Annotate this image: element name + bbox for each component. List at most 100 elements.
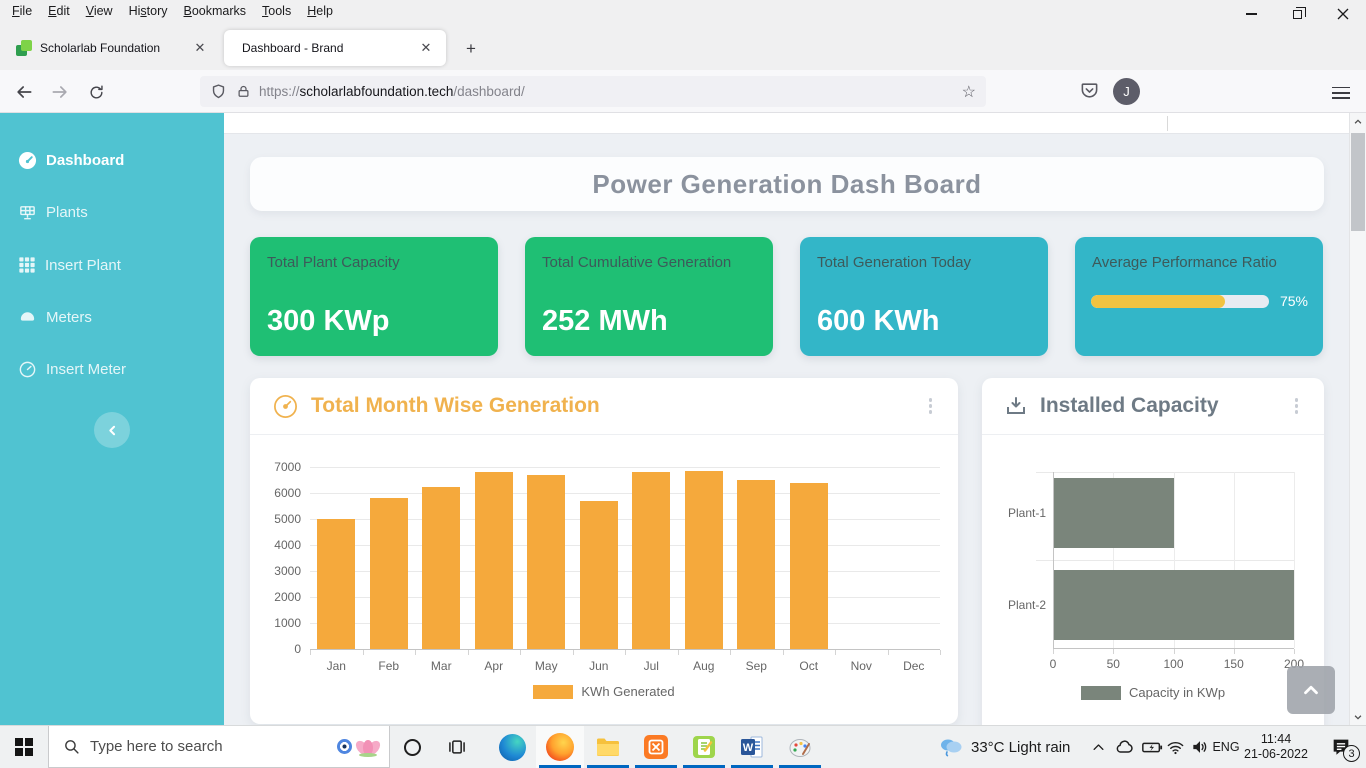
battery-charging-icon [1141,742,1162,753]
x-axis-tick-label: Jul [643,659,659,673]
menu-edit[interactable]: Edit [48,4,70,18]
x-axis-tick-label: Jan [326,659,346,673]
sidebar-collapse-button[interactable] [94,412,130,448]
x-axis-tick-label: Apr [484,659,504,673]
navigation-toolbar: https://scholarlabfoundation.tech/dashbo… [0,70,1366,113]
forward-button[interactable] [44,76,76,108]
menu-tools[interactable]: Tools [262,4,292,18]
scrollbar-down-arrow[interactable] [1350,708,1366,725]
category-label: Plant-2 [1007,598,1046,612]
stat-card-total-generation-today: Total Generation Today 600 KWh [800,237,1048,356]
tab-close-icon[interactable]: ✕ [194,40,206,55]
taskbar-search-box[interactable]: Type here to search [48,726,390,768]
wifi-tray-icon[interactable] [1164,726,1187,768]
y-axis-tick-label: 3000 [274,564,301,578]
speaker-icon [1192,741,1206,753]
weather-widget[interactable]: 33°C Light rain [938,726,1080,768]
meter-icon [20,311,35,321]
sidebar-item-insert-meter[interactable]: Insert Meter [18,357,126,381]
reload-button[interactable] [80,76,112,108]
sidebar-item-meters[interactable]: Meters [18,305,92,329]
sidebar-item-dashboard[interactable]: Dashboard [18,148,124,172]
chart-bar [1054,478,1174,548]
tab-close-icon[interactable]: ✕ [420,40,432,55]
x-axis-tick [1233,649,1235,654]
taskbar-app-edge[interactable] [488,726,536,768]
sidebar-item-insert-plant[interactable]: Insert Plant [18,253,121,277]
search-icon [65,740,79,754]
language-indicator[interactable]: ENG [1212,740,1240,754]
page-title-card: Power Generation Dash Board [250,157,1324,211]
back-button[interactable] [8,76,40,108]
new-tab-button[interactable]: + [466,39,476,58]
tab-bar: Scholarlab Foundation ✕ Dashboard - Bran… [0,22,1366,70]
clock-widget[interactable]: 11:44 21-06-2022 [1238,726,1314,768]
taskbar-app-explorer[interactable] [584,726,632,768]
wifi-icon [1167,741,1184,754]
xampp-icon [644,735,668,759]
stat-value: 600 KWh [817,305,940,337]
tab-scholarlab-foundation[interactable]: Scholarlab Foundation ✕ [8,30,218,66]
taskbar-app-paint[interactable] [776,726,824,768]
taskbar-app-word[interactable]: W [728,726,776,768]
notepadpp-icon [693,736,715,758]
chart-bar [789,482,828,649]
chevron-up-icon [1093,743,1103,750]
site-navbar-edge [224,113,1349,134]
account-avatar[interactable]: J [1113,78,1140,105]
tray-expand-button[interactable] [1086,726,1110,768]
grid-line [310,545,940,546]
x-axis-tick-label: Nov [850,659,872,673]
stat-value: 300 KWp [267,305,390,337]
restore-icon [1292,6,1306,19]
x-axis-tick [835,650,836,655]
volume-tray-icon[interactable] [1187,726,1212,768]
menu-bookmarks[interactable]: Bookmarks [183,4,247,18]
sidebar-item-plants[interactable]: Plants [18,200,88,224]
dashboard-page: Power Generation Dash Board Total Plant … [224,113,1349,725]
task-view-icon [449,740,465,754]
stat-card-total-plant-capacity: Total Plant Capacity 300 KWp [250,237,498,356]
scroll-to-top-button[interactable] [1287,666,1335,714]
url-bar[interactable]: https://scholarlabfoundation.tech/dashbo… [200,76,986,107]
onedrive-tray-icon[interactable] [1112,726,1138,768]
shield-icon[interactable] [210,83,227,100]
menu-help[interactable]: Help [307,4,333,18]
battery-tray-icon[interactable] [1139,726,1164,768]
taskbar-app-firefox[interactable] [536,726,584,768]
sidebar-item-label: Meters [46,308,92,326]
panel-title: Installed Capacity [1040,394,1219,417]
bookmark-star-icon[interactable]: ☆ [961,83,976,101]
minimize-button[interactable] [1228,0,1274,28]
x-axis-tick [887,650,889,655]
panel-menu-icon[interactable] [925,394,937,418]
menu-history[interactable]: History [128,4,168,18]
taskbar-app-xampp[interactable] [632,726,680,768]
restore-button[interactable] [1274,0,1320,28]
stat-card-average-performance-ratio: Average Performance Ratio 75% [1075,237,1323,356]
tab-dashboard-brand[interactable]: Dashboard - Brand ✕ [224,30,446,66]
close-button[interactable] [1320,0,1366,28]
performance-progress-track [1091,295,1269,308]
lock-icon[interactable] [236,84,251,99]
action-center-button[interactable]: 3 [1316,726,1366,768]
pocket-button[interactable] [1080,81,1099,105]
sidebar-item-label: Plants [46,203,88,221]
notification-badge: 3 [1343,745,1360,762]
scrollbar-up-arrow[interactable] [1350,113,1366,130]
browser-scrollbar[interactable] [1349,113,1366,725]
scrollbar-thumb[interactable] [1351,133,1365,231]
file-explorer-icon [597,738,619,756]
start-button[interactable] [0,726,48,768]
stat-card-total-cumulative-generation: Total Cumulative Generation 252 MWh [525,237,773,356]
panel-header: Installed Capacity [982,378,1324,435]
task-view-button[interactable] [436,726,478,768]
panel-menu-icon[interactable] [1291,394,1303,418]
y-axis-tick-label: 7000 [274,460,301,474]
sidebar: Dashboard Plants Insert Plant Meters Ins… [0,113,224,725]
menu-file[interactable]: File [12,4,33,18]
app-menu-button[interactable] [1332,83,1350,102]
cortana-button[interactable] [392,726,432,768]
taskbar-app-notepadpp[interactable] [680,726,728,768]
menu-view[interactable]: View [85,4,113,18]
